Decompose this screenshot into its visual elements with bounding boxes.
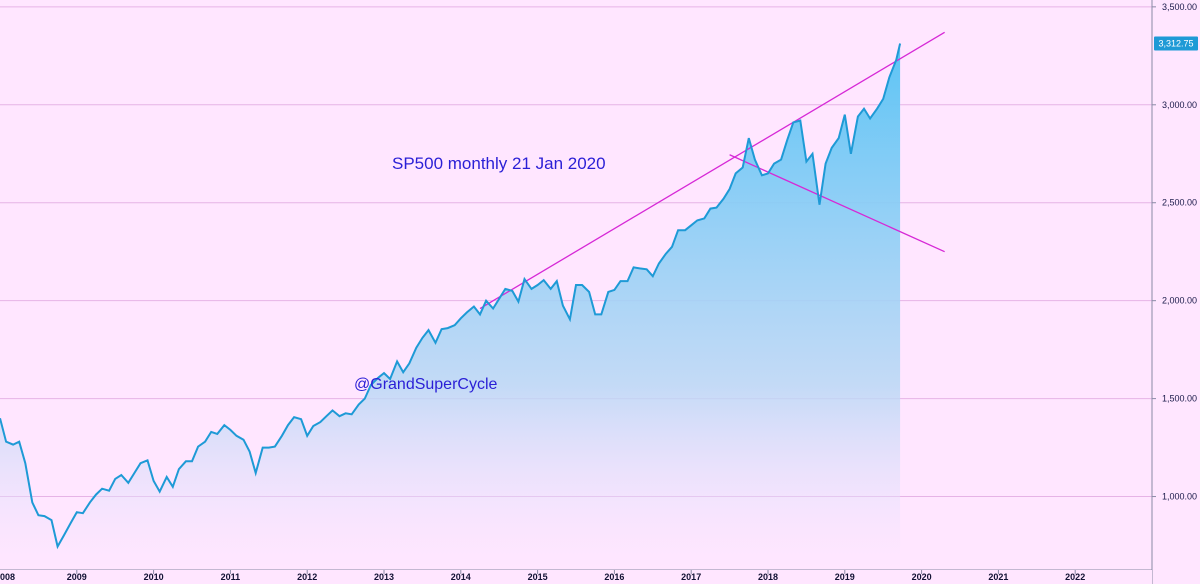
x-tick-label-2018: 2018 [758,572,778,582]
y-axis-labels: 1,000.00 1,500.00 2,000.00 2,500.00 3,000.00… [1162,2,1197,502]
x-axis-labels: 008 2009 2010 2011 2012 2013 2014 2015 2016 2017 2… [0,572,1085,582]
x-tick-label-2019: 2019 [835,572,855,582]
x-tick-label-2016: 2016 [604,572,624,582]
trendline-upper [479,31,945,310]
y-tick-label-3,500.00: 3,500.00 [1162,2,1197,12]
watermark-handle: @GrandSuperCycle [354,376,498,393]
x-tick-label-2013: 2013 [374,572,394,582]
x-tick-label-2020: 2020 [912,572,932,582]
x-tick-label-partial: 008 [0,572,15,582]
y-tick-label-1,500.00: 1,500.00 [1162,394,1197,404]
x-tick-label-2021: 2021 [988,572,1008,582]
x-axis-band [0,570,1152,584]
last-price-label: 3,312.75 [1158,39,1193,49]
y-tick-label-3,000.00: 3,000.00 [1162,100,1197,110]
x-tick-label-2017: 2017 [681,572,701,582]
y-tick-label-2,500.00: 2,500.00 [1162,198,1197,208]
price-line [0,43,902,550]
y-tick-label-2,000.00: 2,000.00 [1162,296,1197,306]
axes [0,0,1156,584]
price-area-fill [0,43,901,570]
x-tick-label-2009: 2009 [67,572,87,582]
last-price-badge: 3,312.75 [1154,36,1198,51]
y-tick-label-1,000.00: 1,000.00 [1162,492,1197,502]
x-tick-label-2015: 2015 [528,572,548,582]
trendlines [479,31,945,310]
trendline-lower [729,154,945,253]
x-tick-label-2012: 2012 [297,572,317,582]
x-tick-label-2014: 2014 [451,572,471,582]
x-tick-label-2010: 2010 [144,572,164,582]
last-price-badge-bg [1154,36,1198,51]
x-tick-label-2022: 2022 [1065,572,1085,582]
x-tick-label-2011: 2011 [221,572,241,582]
chart-title: SP500 monthly 21 Jan 2020 [392,154,606,173]
